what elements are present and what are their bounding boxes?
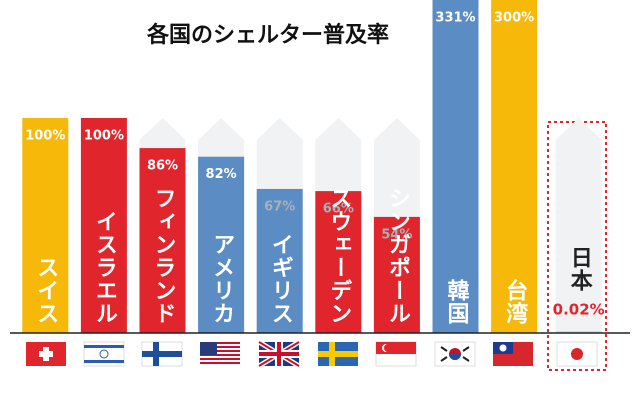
- category-label: イギリス: [268, 233, 293, 325]
- bar: [315, 191, 362, 333]
- background-arrow: [555, 118, 602, 333]
- category-label: スイス: [33, 256, 58, 325]
- category-label: スウェーデン: [326, 187, 351, 325]
- value-label: 66%: [323, 202, 354, 217]
- category-label: 韓国: [444, 278, 470, 325]
- category-label: 日本: [567, 246, 593, 292]
- value-label: 100%: [84, 129, 124, 144]
- value-label: 300%: [494, 11, 534, 26]
- category-label: アメリカ: [209, 233, 234, 325]
- bar: [256, 188, 303, 333]
- value-label: 0.02%: [553, 301, 605, 319]
- chart-title: 各国のシェルター普及率: [146, 22, 389, 48]
- value-label: 82%: [206, 167, 237, 182]
- value-label: 54%: [381, 227, 412, 242]
- value-label: 86%: [147, 159, 178, 174]
- category-label: 台湾: [502, 278, 528, 325]
- category-label: シンガポール: [385, 187, 410, 325]
- category-label: イスラエル: [92, 210, 117, 325]
- bar: [491, 0, 538, 333]
- value-label: 331%: [435, 11, 475, 26]
- bar: [555, 331, 602, 333]
- bars: [22, 0, 602, 334]
- bar: [22, 118, 69, 333]
- bar: [198, 156, 245, 333]
- bar: [139, 148, 186, 333]
- bar: [432, 0, 479, 334]
- highlight-box: [547, 121, 607, 371]
- category-label: フィンランド: [151, 187, 176, 325]
- bar: [80, 118, 127, 333]
- value-label: 67%: [264, 199, 295, 214]
- flags: [26, 339, 598, 369]
- value-label: 100%: [25, 129, 65, 144]
- bar: [373, 216, 420, 333]
